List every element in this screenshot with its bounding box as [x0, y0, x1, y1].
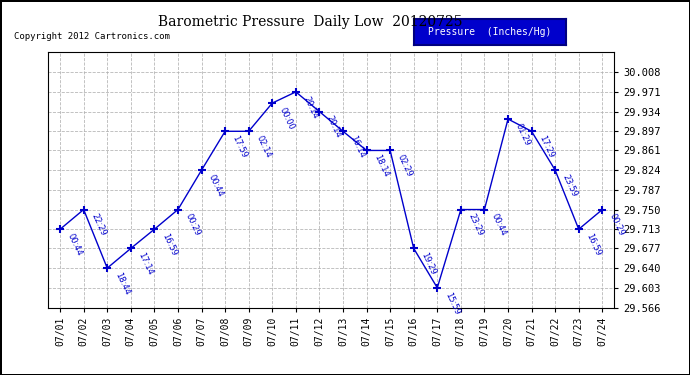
Text: 02:29: 02:29 — [395, 153, 414, 178]
Text: 17:14: 17:14 — [137, 251, 155, 277]
Text: 02:14: 02:14 — [254, 134, 273, 159]
Text: 16:14: 16:14 — [348, 134, 367, 159]
Text: 00:29: 00:29 — [608, 212, 626, 238]
Text: 15:59: 15:59 — [443, 291, 461, 316]
Text: 01:29: 01:29 — [513, 122, 532, 147]
Text: Pressure  (Inches/Hg): Pressure (Inches/Hg) — [428, 27, 551, 37]
Text: 00:44: 00:44 — [207, 173, 226, 198]
Text: 23:29: 23:29 — [466, 212, 484, 238]
Text: 20:14: 20:14 — [325, 114, 343, 140]
Text: 00:00: 00:00 — [278, 106, 296, 131]
Text: 00:44: 00:44 — [490, 212, 509, 238]
Text: 22:29: 22:29 — [89, 212, 108, 238]
Text: 17:29: 17:29 — [537, 134, 555, 159]
Text: 00:29: 00:29 — [184, 212, 201, 238]
Text: 16:59: 16:59 — [584, 232, 602, 258]
Text: 18:44: 18:44 — [112, 271, 131, 296]
Text: 20:14: 20:14 — [302, 94, 319, 120]
Text: 18:14: 18:14 — [372, 153, 391, 178]
Text: Copyright 2012 Cartronics.com: Copyright 2012 Cartronics.com — [14, 32, 170, 41]
Text: 16:59: 16:59 — [160, 232, 178, 258]
Text: Barometric Pressure  Daily Low  20120725: Barometric Pressure Daily Low 20120725 — [158, 15, 463, 29]
Text: 17:59: 17:59 — [230, 134, 249, 159]
Text: 00:44: 00:44 — [66, 232, 84, 257]
Text: 23:59: 23:59 — [561, 173, 579, 198]
Text: 19:29: 19:29 — [420, 251, 437, 276]
